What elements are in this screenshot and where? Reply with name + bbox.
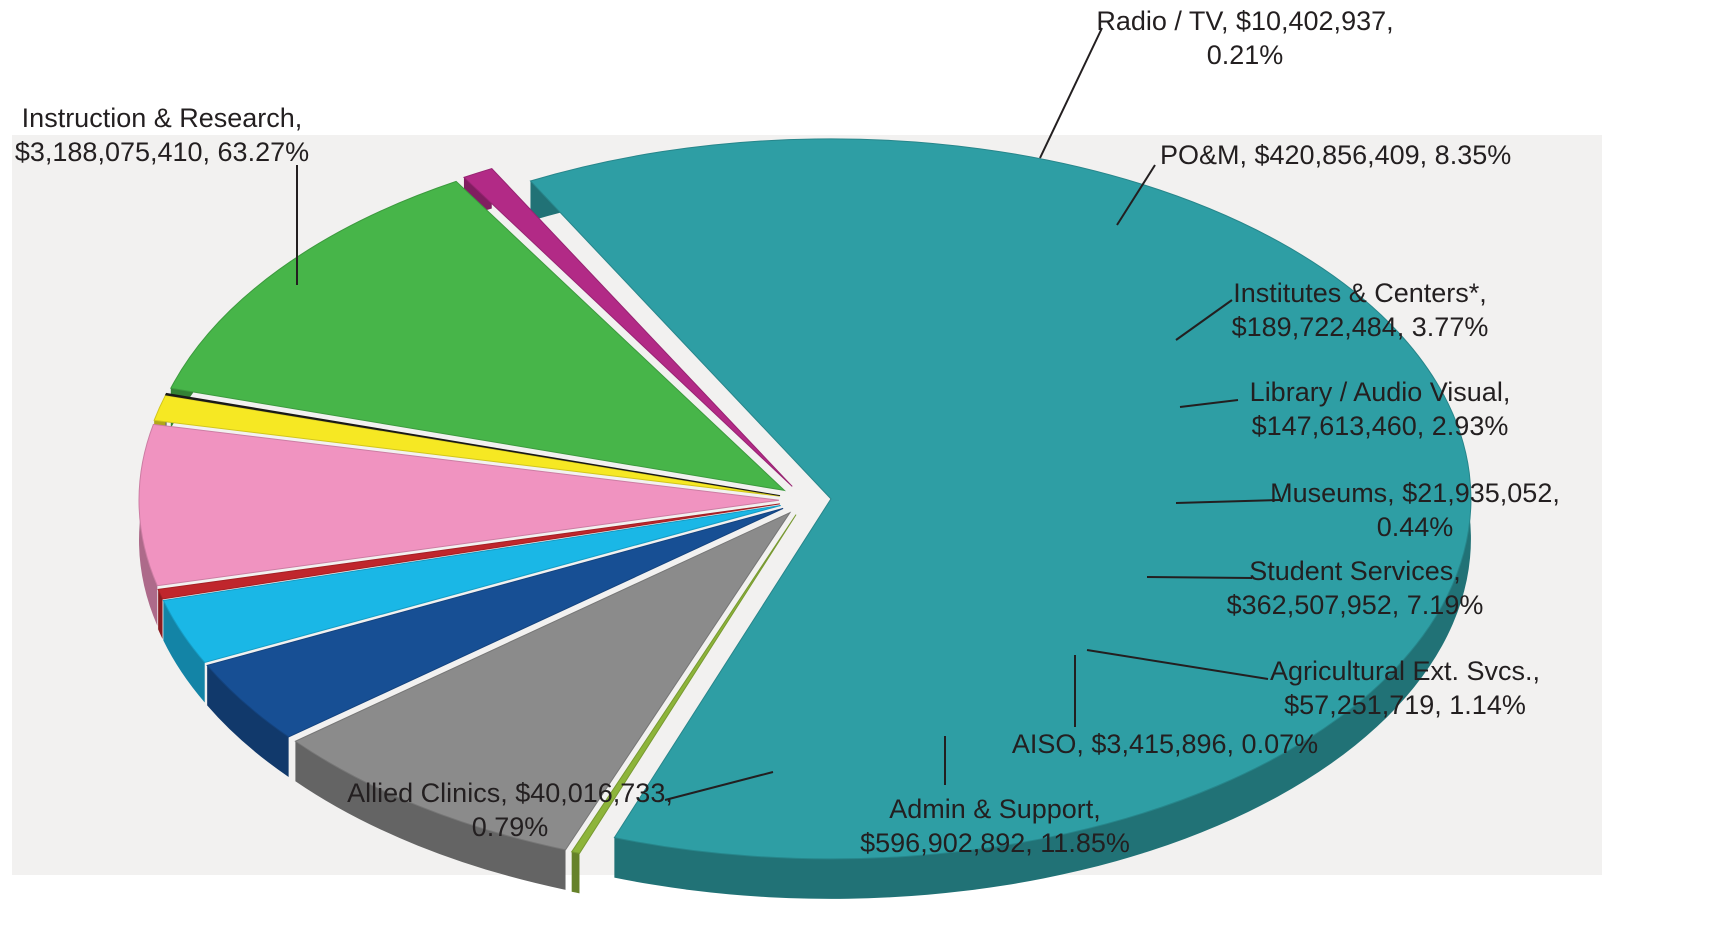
slice-institutes-centers[interactable]	[206, 507, 784, 738]
label-line: Institutes & Centers*,	[1233, 278, 1487, 308]
slice-side-radio-tv	[571, 851, 580, 894]
label-instruction-research: Instruction & Research, $3,188,075,410, 6…	[15, 103, 309, 167]
label-student-services: Student Services, $362,507,952, 7.19%	[1227, 556, 1484, 620]
label-line: 0.79%	[472, 812, 549, 842]
leader-institutes-centers	[1175, 299, 1233, 341]
slice-labels: Instruction & Research, $3,188,075,410, 6…	[15, 6, 1560, 858]
label-admin-support: Admin & Support, $596,902,892, 11.85%	[860, 794, 1130, 858]
leader-library-audio-visual	[1179, 399, 1239, 408]
slice-museums[interactable]	[157, 503, 780, 600]
label-line: Allied Clinics, $40,016,733,	[347, 778, 673, 808]
leader-museums	[1175, 499, 1281, 504]
slice-po-m[interactable]	[294, 511, 792, 851]
label-allied-clinics: Allied Clinics, $40,016,733, 0.79%	[347, 778, 673, 842]
leader-po-m	[1116, 164, 1156, 226]
label-po-m: PO&M, $420,856,409, 8.35%	[1160, 140, 1511, 170]
slice-allied-clinics[interactable]	[463, 167, 793, 487]
label-agricultural-ext-svcs: Agricultural Ext. Svcs., $57,251,719, 1.1…	[1270, 656, 1540, 720]
label-line: Radio / TV, $10,402,937,	[1096, 6, 1393, 36]
label-line: Museums, $21,935,052,	[1270, 478, 1560, 508]
label-line: $3,188,075,410, 63.27%	[15, 137, 309, 167]
label-line: $596,902,892, 11.85%	[860, 828, 1130, 858]
leader-lines	[296, 27, 1281, 801]
leader-radio-tv	[1039, 27, 1103, 159]
pie-slices	[138, 138, 1472, 899]
label-line: $57,251,719, 1.14%	[1284, 690, 1526, 720]
leader-allied-clinics	[664, 771, 774, 801]
label-museums: Museums, $21,935,052, 0.44%	[1270, 478, 1560, 542]
slice-side-museums	[158, 589, 163, 639]
label-line: AISO, $3,415,896, 0.07%	[1012, 729, 1318, 759]
leader-student-services	[1146, 576, 1253, 579]
label-line: Agricultural Ext. Svcs.,	[1270, 656, 1540, 686]
label-line: $189,722,484, 3.77%	[1232, 312, 1489, 342]
slice-student-services[interactable]	[138, 423, 780, 587]
slice-radio-tv[interactable]	[570, 514, 797, 854]
slice-side-library-audio-visual	[163, 600, 205, 703]
label-radio-tv: Radio / TV, $10,402,937, 0.21%	[1096, 6, 1393, 70]
label-library-audio-visual: Library / Audio Visual, $147,613,460, 2.9…	[1250, 377, 1511, 441]
label-line: Library / Audio Visual,	[1250, 377, 1511, 407]
slice-side-institutes-centers	[207, 665, 289, 777]
label-line: Instruction & Research,	[22, 103, 303, 133]
label-line: $147,613,460, 2.93%	[1252, 411, 1509, 441]
label-aiso: AISO, $3,415,896, 0.07%	[1012, 729, 1318, 759]
slice-agricultural-ext-svcs[interactable]	[153, 394, 780, 497]
leader-agricultural-ext-svcs	[1086, 649, 1269, 680]
label-line: $362,507,952, 7.19%	[1227, 590, 1484, 620]
label-line: 0.44%	[1377, 512, 1454, 542]
label-line: Admin & Support,	[889, 794, 1101, 824]
label-line: 0.21%	[1207, 40, 1284, 70]
slice-admin-support[interactable]	[170, 180, 787, 492]
slice-instruction-research[interactable]	[529, 138, 1472, 860]
label-line: Student Services,	[1249, 556, 1461, 586]
slice-library-audio-visual[interactable]	[162, 504, 781, 664]
label-line: PO&M, $420,856,409, 8.35%	[1160, 140, 1511, 170]
label-institutes-centers: Institutes & Centers*, $189,722,484, 3.77…	[1232, 278, 1489, 342]
slice-side-po-m	[295, 741, 566, 890]
slice-aiso[interactable]	[164, 392, 781, 497]
